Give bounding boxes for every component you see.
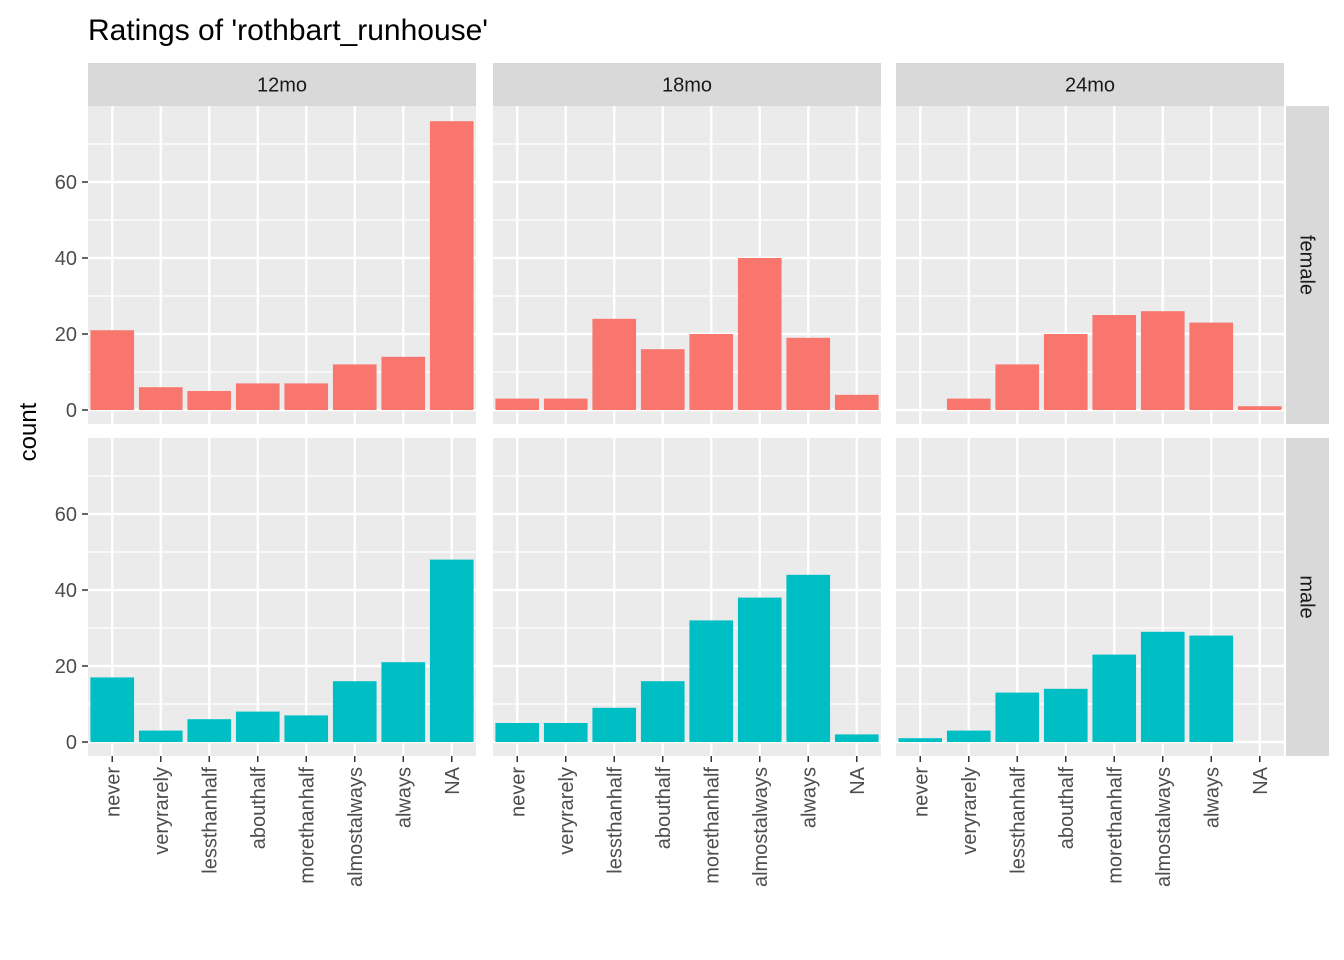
y-tick-label: 60 (55, 172, 77, 194)
x-tick-label: lessthanhalf (1007, 767, 1029, 874)
bar-12mo-female-lessthanhalf (187, 391, 232, 410)
bar-24mo-male-lessthanhalf (995, 692, 1040, 742)
x-tick-label: always (1201, 767, 1223, 828)
bar-12mo-male-never (90, 677, 135, 742)
bar-24mo-female-morethanhalf (1092, 315, 1137, 410)
bar-12mo-female-never (90, 330, 135, 410)
bar-12mo-female-always (381, 356, 426, 410)
bar-18mo-female-NA (834, 394, 879, 410)
bar-18mo-male-always (786, 574, 831, 742)
x-tick-label: never (102, 767, 124, 817)
bar-18mo-female-veryrarely (543, 398, 588, 410)
x-tick-label: veryrarely (959, 767, 981, 855)
strip-male (1286, 438, 1329, 756)
x-tick-label: abouthalf (1056, 767, 1078, 850)
strip-18mo (493, 63, 881, 106)
strip-24mo (896, 63, 1284, 106)
y-tick-label: 0 (66, 400, 77, 422)
bar-24mo-female-veryrarely (946, 398, 991, 410)
x-tick-label: never (910, 767, 932, 817)
bar-18mo-male-veryrarely (543, 723, 588, 742)
bar-12mo-male-almostalways (332, 681, 377, 742)
x-tick-label: veryrarely (556, 767, 578, 855)
x-tick-label: veryrarely (151, 767, 173, 855)
bar-24mo-male-almostalways (1140, 631, 1185, 742)
y-axis-title: count (15, 402, 42, 461)
bar-18mo-male-almostalways (737, 597, 782, 742)
bar-24mo-male-always (1189, 635, 1234, 742)
bar-12mo-male-always (381, 662, 426, 742)
x-tick-label: lessthanhalf (604, 767, 626, 874)
strip-label-male: male (1296, 575, 1318, 618)
strip-label-12mo: 12mo (257, 75, 307, 97)
x-tick-label: always (393, 767, 415, 828)
bar-12mo-female-NA (429, 121, 474, 410)
bar-18mo-female-lessthanhalf (592, 318, 637, 410)
bar-24mo-male-morethanhalf (1092, 654, 1137, 742)
bar-12mo-male-abouthalf (235, 711, 280, 742)
x-tick-label: almostalways (750, 767, 772, 887)
strip-label-24mo: 24mo (1065, 75, 1115, 97)
x-tick-label: NA (1250, 766, 1272, 794)
x-tick-label: abouthalf (653, 767, 675, 850)
bar-12mo-male-veryrarely (138, 730, 183, 742)
y-tick-label: 40 (55, 580, 77, 602)
y-tick-label: 40 (55, 248, 77, 270)
bar-18mo-male-lessthanhalf (592, 707, 637, 742)
y-tick-label: 20 (55, 656, 77, 678)
bar-24mo-male-never (898, 738, 943, 742)
bar-12mo-female-abouthalf (235, 383, 280, 410)
strip-label-female: female (1296, 235, 1318, 295)
x-tick-label: almostalways (345, 767, 367, 887)
y-tick-label: 60 (55, 504, 77, 526)
x-tick-label: almostalways (1153, 767, 1175, 887)
bar-18mo-female-morethanhalf (689, 334, 734, 410)
strip-label-18mo: 18mo (662, 75, 712, 97)
bar-24mo-male-abouthalf (1043, 688, 1088, 742)
bar-24mo-female-lessthanhalf (995, 364, 1040, 410)
x-tick-label: always (798, 767, 820, 828)
bar-12mo-female-veryrarely (138, 387, 183, 410)
x-tick-label: lessthanhalf (199, 767, 221, 874)
panels-layer: 12mo 18mo 24mo female male 0 20 40 60 0 20 40 60 neve… (55, 63, 1329, 887)
bar-24mo-female-NA (1237, 406, 1282, 410)
bar-18mo-female-abouthalf (640, 349, 685, 410)
bar-12mo-female-almostalways (332, 364, 377, 410)
chart-title: Ratings of 'rothbart_runhouse' (88, 14, 488, 47)
y-tick-label: 0 (66, 732, 77, 754)
bar-24mo-female-almostalways (1140, 311, 1185, 410)
x-tick-label: morethanhalf (296, 767, 318, 884)
bar-12mo-male-morethanhalf (284, 715, 329, 742)
x-tick-label: morethanhalf (1104, 767, 1126, 884)
y-tick-label: 20 (55, 324, 77, 346)
bar-12mo-male-lessthanhalf (187, 719, 232, 742)
bar-24mo-male-veryrarely (946, 730, 991, 742)
x-tick-label: NA (442, 766, 464, 794)
bar-18mo-male-never (495, 723, 540, 742)
x-tick-label: morethanhalf (701, 767, 723, 884)
x-tick-label: never (507, 767, 529, 817)
strip-female (1286, 106, 1329, 424)
x-tick-label: NA (847, 766, 869, 794)
bar-18mo-female-always (786, 337, 831, 410)
bar-18mo-male-morethanhalf (689, 620, 734, 742)
bar-18mo-male-NA (834, 734, 879, 742)
bar-18mo-female-almostalways (737, 258, 782, 410)
bar-18mo-female-never (495, 398, 540, 410)
x-tick-label: abouthalf (248, 767, 270, 850)
bar-12mo-female-morethanhalf (284, 383, 329, 410)
bar-18mo-male-abouthalf (640, 681, 685, 742)
strip-12mo (88, 63, 476, 106)
bar-24mo-female-abouthalf (1043, 334, 1088, 410)
bar-12mo-male-NA (429, 559, 474, 742)
bar-24mo-female-always (1189, 322, 1234, 410)
